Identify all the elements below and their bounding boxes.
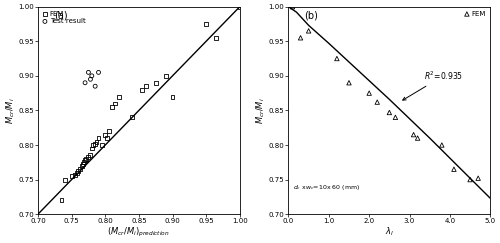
FEM: [108, 105, 116, 109]
FEM: [392, 115, 400, 119]
Test result: [94, 70, 102, 74]
Legend: FEM: FEM: [464, 10, 487, 17]
FEM: [68, 174, 76, 178]
FEM: [365, 91, 373, 95]
FEM: [89, 143, 97, 147]
FEM: [114, 95, 122, 98]
Test result: [91, 84, 99, 88]
FEM: [76, 167, 84, 171]
Test result: [88, 74, 96, 78]
X-axis label: $\lambda_l$: $\lambda_l$: [385, 226, 394, 238]
Text: (a): (a): [54, 11, 68, 21]
FEM: [102, 133, 110, 137]
FEM: [168, 95, 176, 98]
FEM: [438, 143, 446, 147]
Y-axis label: $M_{cr}/M_i$: $M_{cr}/M_i$: [254, 97, 267, 124]
FEM: [152, 81, 160, 85]
FEM: [410, 133, 418, 137]
FEM: [345, 81, 353, 85]
FEM: [414, 136, 422, 140]
FEM: [102, 136, 110, 140]
Test result: [86, 77, 94, 81]
FEM: [81, 158, 89, 162]
FEM: [94, 136, 102, 140]
FEM: [450, 167, 458, 171]
X-axis label: $(M_{cr}/M_i)_{prediction}$: $(M_{cr}/M_i)_{prediction}$: [108, 226, 170, 239]
Test result: [84, 70, 92, 74]
FEM: [82, 157, 90, 161]
FEM: [333, 57, 341, 61]
FEM: [91, 142, 99, 146]
FEM: [128, 115, 136, 119]
FEM: [78, 164, 86, 168]
FEM: [386, 111, 394, 114]
FEM: [138, 88, 146, 92]
FEM: [212, 36, 220, 40]
Y-axis label: $M_{cr}/M_i$: $M_{cr}/M_i$: [4, 97, 16, 124]
Text: $d_c$ x$w_c$=10x 60 (mm): $d_c$ x$w_c$=10x 60 (mm): [294, 183, 360, 192]
FEM: [88, 147, 96, 150]
FEM: [373, 100, 381, 104]
FEM: [304, 29, 312, 33]
FEM: [58, 198, 66, 202]
FEM: [112, 102, 120, 105]
FEM: [61, 178, 69, 182]
FEM: [162, 74, 170, 78]
FEM: [466, 178, 474, 182]
FEM: [74, 169, 82, 173]
Text: $R^2$=0.935: $R^2$=0.935: [403, 70, 463, 100]
FEM: [104, 129, 112, 133]
FEM: [80, 160, 88, 164]
FEM: [202, 22, 210, 26]
FEM: [79, 162, 87, 166]
Test result: [81, 81, 89, 85]
FEM: [98, 143, 106, 147]
FEM: [474, 176, 482, 180]
FEM: [71, 173, 79, 177]
FEM: [296, 36, 304, 40]
FEM: [288, 5, 296, 9]
FEM: [84, 156, 92, 159]
FEM: [236, 5, 244, 9]
FEM: [73, 171, 81, 175]
Text: (b): (b): [304, 11, 318, 21]
Legend: FEM, Test result: FEM, Test result: [42, 10, 86, 25]
FEM: [86, 153, 94, 157]
FEM: [92, 140, 100, 144]
FEM: [142, 84, 150, 88]
